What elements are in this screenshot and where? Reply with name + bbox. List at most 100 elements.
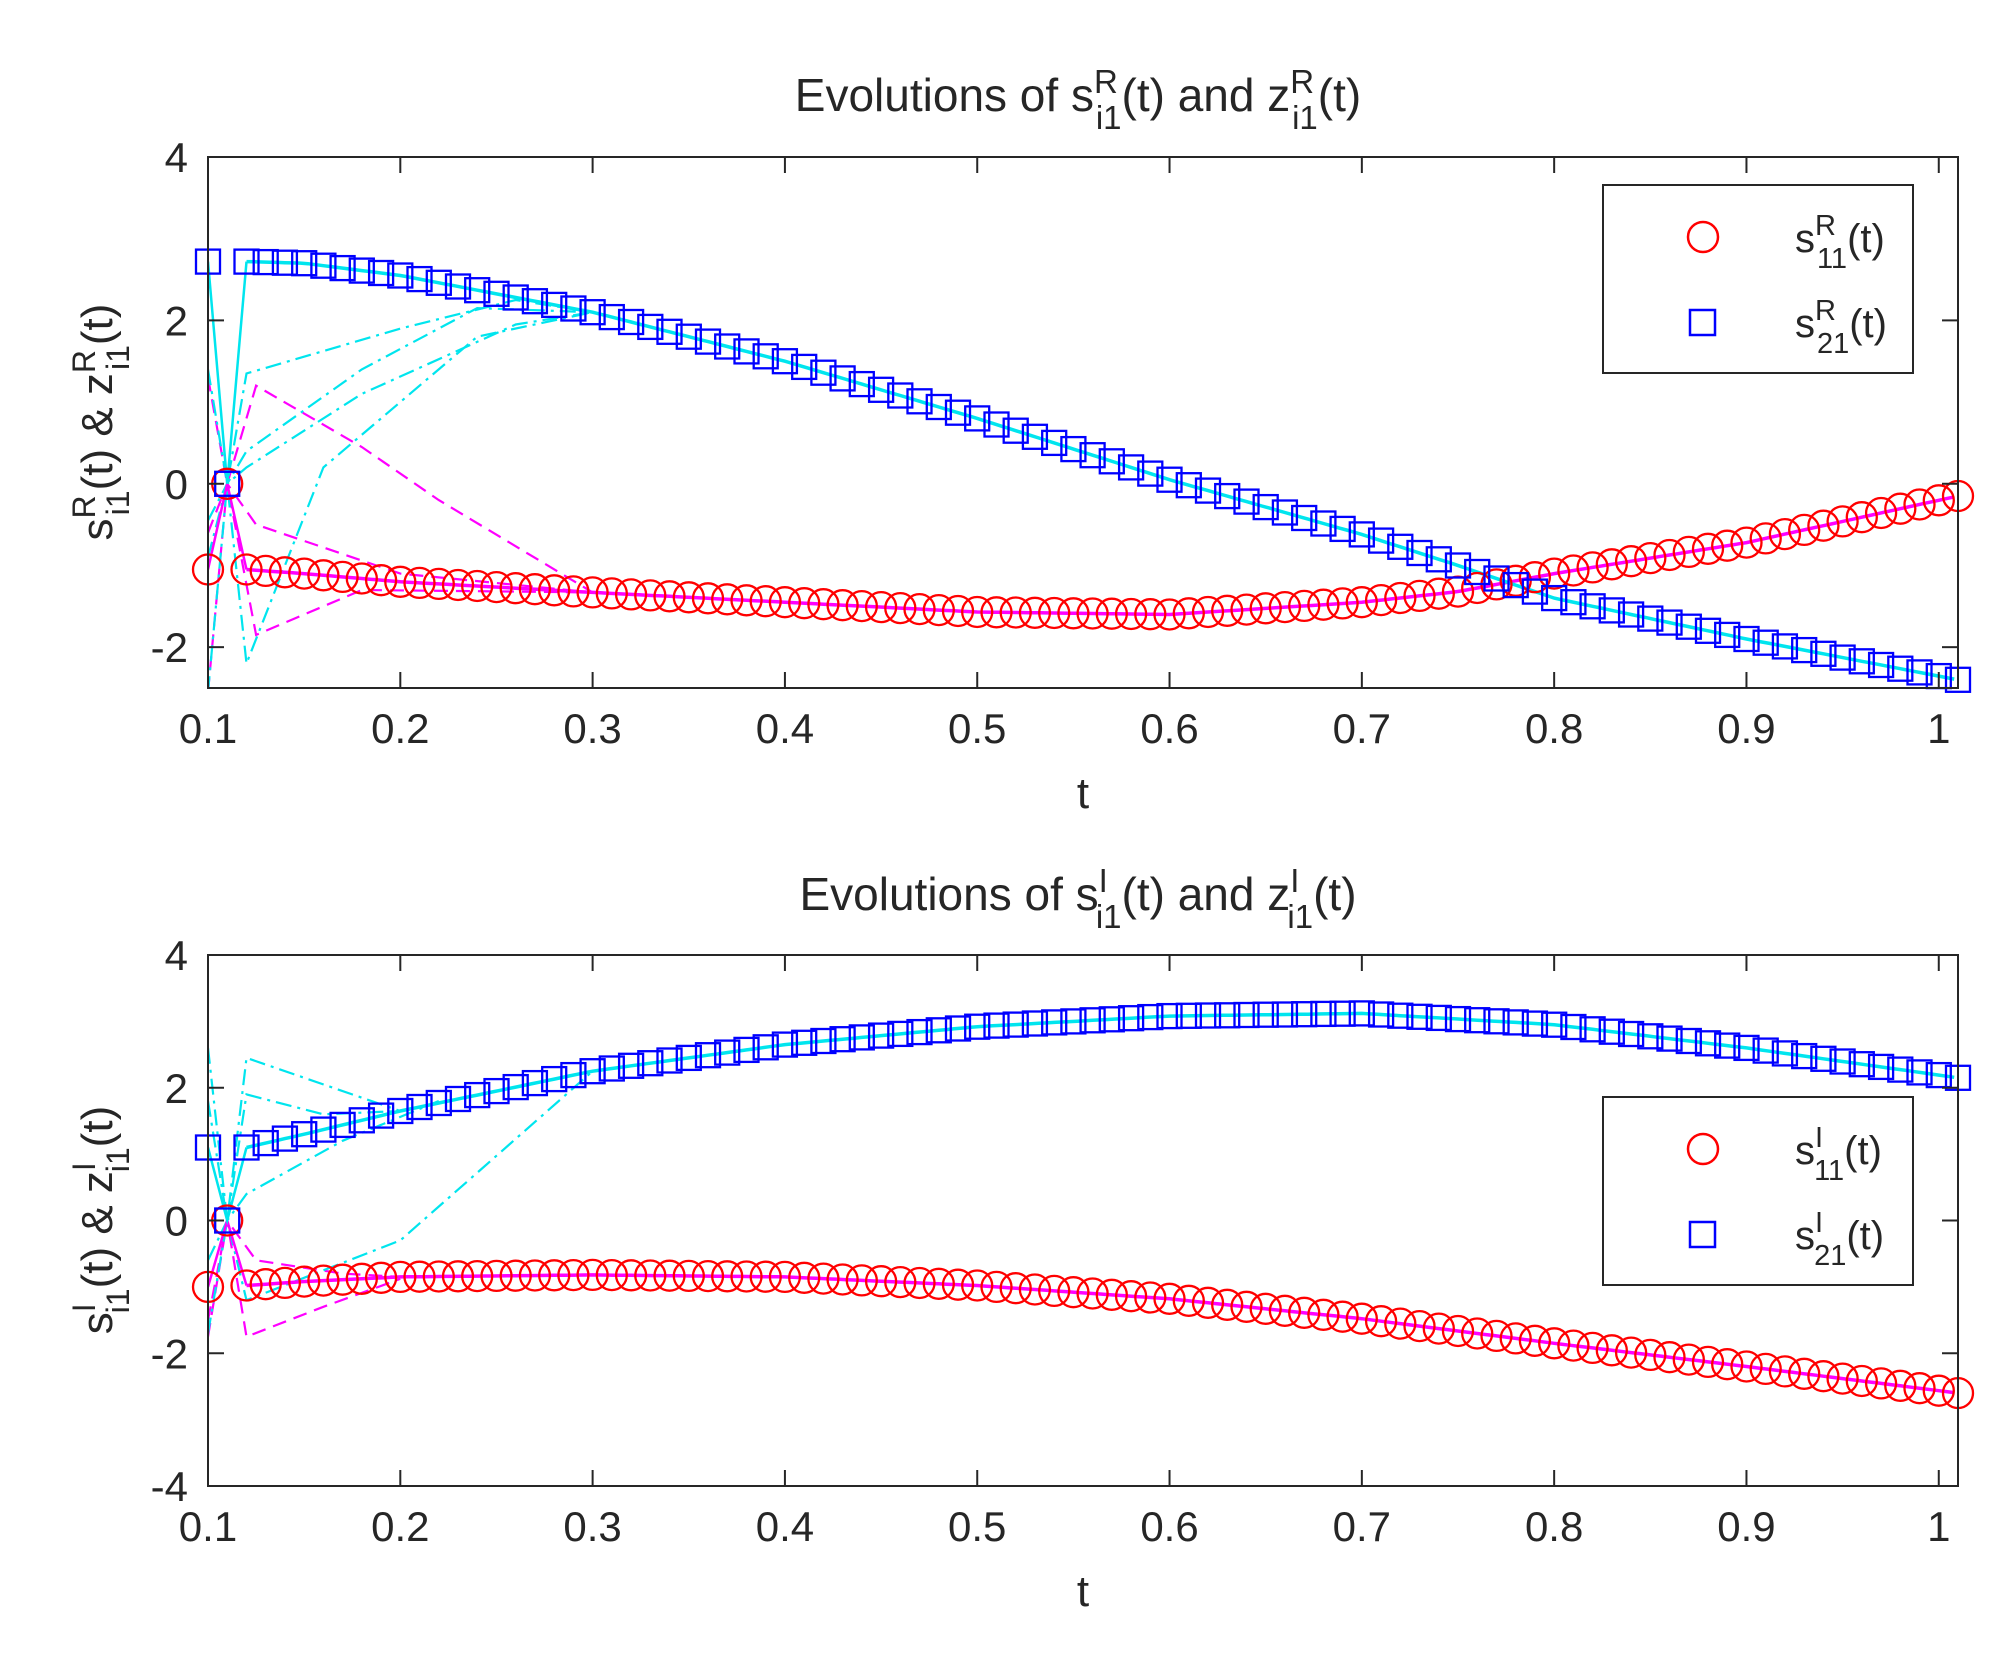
bottom-s11-point [1076,1277,1109,1310]
bottom-s11-point [903,1266,936,1300]
bottom-s11-point [1499,1322,1532,1355]
bottom-s11-point [768,1260,802,1294]
top-s11-point [1057,597,1090,630]
bottom-s21-point [406,1093,433,1121]
top-x-tick-label: 0.9 [1717,705,1775,752]
bottom-s21-point [1925,1061,1952,1089]
top-z_im_traj-line-1 [208,311,593,688]
bottom-s11-point [1038,1274,1071,1308]
bottom-s11-point [1230,1290,1263,1323]
top-s11-point [1172,597,1205,630]
top-s11-point [1114,597,1148,631]
top-y-tick-label: 0 [165,461,188,508]
top-s21-point [541,291,568,319]
bottom-s21-point [310,1116,337,1143]
bottom-s21-point [1579,1016,1606,1043]
bottom-x-tick-label: 0.8 [1525,1503,1583,1550]
top-y-tick-label: 4 [165,134,188,181]
top-s11-point [768,586,802,619]
top-s21-point [1829,644,1856,671]
top-s21-point [1444,552,1472,579]
bottom-s11-point [1364,1305,1398,1338]
top-s21-point [598,303,625,331]
top-s21-point [1867,651,1895,679]
top-s21-point [1694,617,1722,644]
bottom-s21-point [1848,1051,1875,1078]
bottom-s21-point [656,1047,683,1074]
bottom-s21-point [1829,1048,1856,1075]
top-s21-point [1771,633,1799,660]
top-s21-point [1367,527,1395,554]
bottom-legend-circle-marker [1686,1132,1720,1166]
top-s11-point [538,574,571,607]
top-s21-point [848,370,875,398]
top-s11-point [999,596,1032,629]
top-s21-point [1194,477,1222,504]
top-s11-point [749,585,782,618]
bottom-s11-point [788,1261,821,1294]
bottom-s21-point [906,1018,933,1046]
bottom-s11-point [1884,1369,1917,1402]
top-s11-point [903,592,936,626]
bottom-s11-point [1826,1362,1859,1395]
bottom-s11-point [1288,1296,1321,1329]
bottom-s11-point [1557,1329,1590,1362]
top-s11-point [1768,517,1802,551]
bottom-ticks: 0.1 0.2 0.3 0.4 0.5 0.6 0.7 0.8 0.9 1 -4 -2 0 2 4 [151,932,1958,1550]
bottom-s11-point [941,1268,975,1301]
top-s21-point [1137,460,1164,487]
top-s11-point [1249,592,1282,625]
bottom-s21-point [1214,1002,1241,1029]
bottom-s21-point [560,1061,587,1089]
top-s11-point [788,587,821,620]
top-s21-point [1329,515,1356,543]
bottom-s21-point [733,1036,760,1064]
top-s21-point [233,248,260,275]
bottom-s21-point [1329,1000,1356,1027]
bottom-s11-point [249,1268,282,1301]
top-x-label: t [1077,769,1089,818]
bottom-s11-point [1922,1374,1955,1407]
bottom-s11-point [845,1264,878,1297]
bottom-s11-point [884,1265,917,1299]
top-s21-point [637,313,664,341]
top-s21-point [1752,629,1779,656]
top-s11-point [1211,594,1244,627]
top-s11-point [1864,496,1898,530]
bottom-s11-point [1172,1284,1205,1317]
top-s21-point [1887,655,1914,682]
bottom-s21-point [617,1052,645,1079]
top-s21-point [291,250,318,277]
top-s21-point [771,348,799,375]
top-s21-point [579,299,606,326]
top-s11-point [1153,598,1186,631]
bottom-s21-point [1887,1056,1914,1083]
top-s21-point [1425,546,1452,573]
top-s11-point [1845,501,1878,534]
bottom-s21-point [1291,1001,1318,1028]
bottom-s11-point [364,1261,398,1294]
top-s21-point [1483,565,1510,592]
bottom-legend-box [1602,1096,1914,1286]
bottom-s11-point [1538,1327,1571,1360]
bottom-s21-point [1137,1003,1164,1031]
top-s11-point [884,591,917,625]
bottom-s21-point [1233,1001,1260,1029]
top-s21-point [1560,589,1587,616]
top-s11-point [1788,513,1821,547]
top-x-tick-label: 0.3 [563,705,621,752]
top-s21-point [502,284,529,311]
top-s21-point [617,308,645,336]
bottom-s11-point [1326,1300,1359,1333]
bottom-s11-point [1730,1350,1763,1383]
bottom-s11-point [749,1260,782,1293]
top-s11-point [1749,522,1782,555]
bottom-s21-point [1098,1006,1125,1033]
bottom-s11-point [345,1262,378,1295]
bottom-s21-point [387,1097,414,1125]
top-s21-point [1579,593,1606,620]
bottom-s11-point [1441,1314,1475,1348]
bottom-s21-point [1156,1002,1183,1030]
bottom-s21-point [810,1027,837,1055]
bottom-s11-z-line [246,1273,1955,1395]
